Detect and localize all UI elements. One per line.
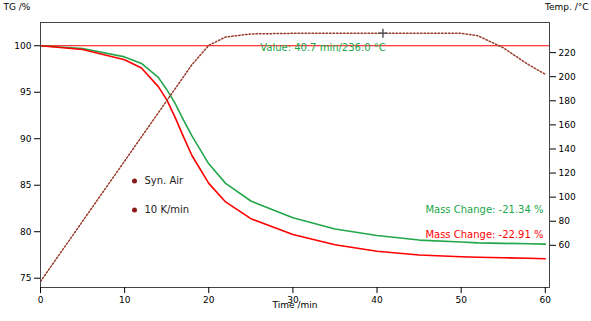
svg-text:100: 100 <box>559 192 576 202</box>
svg-text:20: 20 <box>203 295 215 305</box>
svg-text:40: 40 <box>371 295 383 305</box>
svg-text:10: 10 <box>119 295 131 305</box>
svg-text:95: 95 <box>20 87 31 97</box>
svg-text:10 K/min: 10 K/min <box>145 204 190 215</box>
svg-text:160: 160 <box>559 120 576 130</box>
svg-text:Value: 40.7 min/236.0 °C: Value: 40.7 min/236.0 °C <box>260 42 385 53</box>
svg-text:0: 0 <box>38 295 44 305</box>
svg-text:80: 80 <box>20 227 32 237</box>
svg-text:200: 200 <box>559 72 576 82</box>
svg-text:90: 90 <box>20 134 32 144</box>
svg-text:85: 85 <box>20 180 31 190</box>
svg-text:Temp. /°C: Temp. /°C <box>544 2 589 12</box>
svg-text:TG /%: TG /% <box>3 2 31 12</box>
svg-text:Mass Change: -21.34 %: Mass Change: -21.34 % <box>425 204 543 215</box>
svg-text:Time /min: Time /min <box>272 300 318 310</box>
svg-text:80: 80 <box>559 216 571 226</box>
svg-text:Mass Change: -22.91 %: Mass Change: -22.91 % <box>425 229 543 240</box>
svg-text:120: 120 <box>559 168 576 178</box>
svg-text:220: 220 <box>559 47 576 57</box>
svg-text:100: 100 <box>14 41 31 51</box>
svg-text:180: 180 <box>559 96 576 106</box>
svg-text:75: 75 <box>20 273 31 283</box>
svg-text:60: 60 <box>540 295 552 305</box>
svg-text:Syn. Air: Syn. Air <box>145 175 185 186</box>
svg-text:60: 60 <box>559 240 571 250</box>
svg-text:50: 50 <box>455 295 467 305</box>
svg-text:140: 140 <box>559 144 576 154</box>
